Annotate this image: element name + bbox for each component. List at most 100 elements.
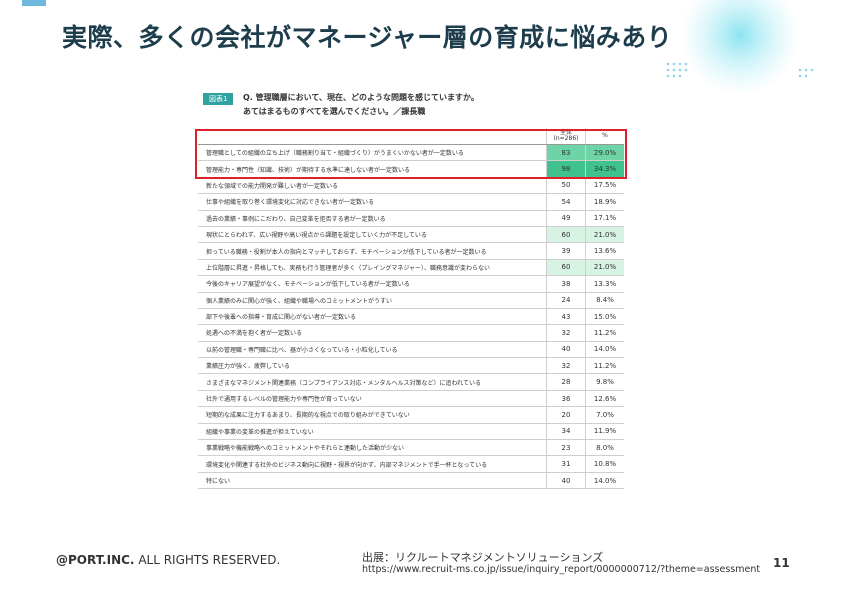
row-label: 管理能力・専門性（知識、技術）が期待する水準に達しない者が一定数いる	[198, 160, 547, 178]
count-cell: 49	[546, 210, 586, 227]
rights: ALL RIGHTS RESERVED.	[138, 553, 281, 567]
row-label: 処遇への不満を抱く者が一定数いる	[198, 324, 547, 342]
percent-cell: 21.0%	[585, 259, 624, 277]
percent-cell: 9.8%	[585, 373, 624, 391]
row-label: 短期的な成果に注力するあまり、長期的な視点での取り組みができていない	[198, 406, 547, 424]
table-row: 担っている職務・役割が本人の指向とマッチしておらず、モチベーションが低下している…	[198, 242, 624, 260]
percent-cell: 13.3%	[585, 275, 624, 293]
count-cell: 24	[546, 292, 586, 309]
count-cell: 60	[546, 259, 586, 277]
table-row: 業績圧力が強く、疲弊している 32 11.2%	[198, 357, 624, 375]
table-body: 全体 (n=286) % 管理職としての組織の立ち上げ（職務割り当て・組織づくり）…	[198, 128, 624, 490]
count-cell: 40	[546, 341, 586, 359]
question-line: Q. 管理職層において、現在、どのような問題を感じていますか。	[243, 93, 479, 102]
count-cell: 31	[546, 455, 586, 473]
row-label: 特にない	[198, 472, 547, 490]
percent-cell: 14.0%	[585, 472, 624, 490]
company: @PORT.INC.	[56, 553, 135, 567]
percent-cell: 11.2%	[585, 357, 624, 375]
decoration	[22, 0, 814, 95]
question-line: あてはまるものすべてを選んでください。／課長職	[243, 107, 426, 116]
table-row: 以前の管理職・専門職に比べ、器が小さくなっている・小粒化している 40 14.0%	[198, 341, 624, 359]
highlight-box	[195, 129, 627, 179]
count-cell: 60	[546, 226, 586, 244]
percent-cell: 21.0%	[585, 226, 624, 244]
percent-cell: 15.0%	[585, 308, 624, 326]
table-row: 個人業績のみに関心が強く、組織や職場へのコミットメントがうすい 24 8.4%	[198, 292, 624, 309]
row-label: 環境変化や関連する社外のビジネス動向に視野・視界が向かず、内部マネジメントで手一…	[198, 455, 547, 473]
percent-cell: 11.9%	[585, 423, 624, 441]
table-row: 事業戦略や機能戦略へのコミットメントやそれらと連動した活動が少ない 23 8.0%	[198, 439, 624, 457]
row-label: 新たな領域での能力開発が難しい者が一定数いる	[198, 177, 547, 195]
table-row: 上位階層に昇進・昇格しても、実務も行う管理者が多く（プレイングマネジャー）、職務…	[198, 259, 624, 277]
count-cell: 36	[546, 390, 586, 408]
percent-cell: 17.5%	[585, 177, 624, 195]
percent-cell: 34.3%	[585, 160, 624, 178]
row-label: 今後のキャリア展望がなく、モチベーションが低下している者が一定数いる	[198, 275, 547, 293]
header-text: 全体	[559, 129, 572, 136]
table-row: 短期的な成果に注力するあまり、長期的な視点での取り組みができていない 20 7.0%	[198, 406, 624, 424]
row-label: 事業戦略や機能戦略へのコミットメントやそれらと連動した活動が少ない	[198, 439, 547, 457]
table-row: 現状にとらわれず、広い視野や高い視点から課題を設定していく力が不足している 60 2…	[198, 226, 624, 244]
table-row: 処遇への不満を抱く者が一定数いる 32 11.2%	[198, 324, 624, 342]
percent-cell: 14.0%	[585, 341, 624, 359]
count-cell: 32	[546, 357, 586, 375]
table-row: 特にない 40 14.0%	[198, 472, 624, 490]
percent-cell: 18.9%	[585, 193, 624, 211]
count-cell: 34	[546, 423, 586, 441]
header-cell	[198, 128, 547, 145]
percent-cell: 12.6%	[585, 390, 624, 408]
percent-cell: 8.4%	[585, 292, 624, 309]
table-row: 今後のキャリア展望がなく、モチベーションが低下している者が一定数いる 38 13.3…	[198, 275, 624, 293]
row-label: 組織や事業の変革の推進が担えていない	[198, 423, 547, 441]
header-cell: %	[585, 128, 624, 145]
count-cell: 20	[546, 406, 586, 424]
source-url: https://www.recruit-ms.co.jp/issue/inqui…	[362, 564, 761, 575]
count-cell: 40	[546, 472, 586, 490]
row-label: さまざまなマネジメント関連業務（コンプライアンス対応・メンタルヘルス対策など）に…	[198, 373, 547, 391]
figure-label: 図表1	[203, 93, 234, 105]
table-row: 管理職としての組織の立ち上げ（職務割り当て・組織づくり）がうまくいかない者が一定…	[198, 144, 624, 162]
count-cell: 38	[546, 275, 586, 293]
source: 出展：リクルートマネジメントソリューションズ	[362, 551, 604, 564]
table-row: 管理能力・専門性（知識、技術）が期待する水準に達しない者が一定数いる 98 34.3…	[198, 160, 624, 178]
table-row: 仕事や組織を取り巻く環境変化に対応できない者が一定数いる 54 18.9%	[198, 193, 624, 211]
header-cell: 全体 (n=286)	[546, 128, 586, 145]
count-cell: 50	[546, 177, 586, 195]
count-cell: 43	[546, 308, 586, 326]
slide-title: 実際、多くの会社がマネージャー層の育成に悩みあり	[62, 23, 673, 52]
row-label: 現状にとらわれず、広い視野や高い視点から課題を設定していく力が不足している	[198, 226, 547, 244]
row-label: 管理職としての組織の立ち上げ（職務割り当て・組織づくり）がうまくいかない者が一定…	[198, 144, 547, 162]
table-row: 過去の業績・事例にこだわり、自己変革を拒否する者が一定数いる 49 17.1%	[198, 210, 624, 227]
table-row: さまざまなマネジメント関連業務（コンプライアンス対応・メンタルヘルス対策など）に…	[198, 373, 624, 391]
table-row: 部下や後輩への指導・育成に関心がない者が一定数いる 43 15.0%	[198, 308, 624, 326]
count-cell: 98	[546, 160, 586, 178]
row-label: 業績圧力が強く、疲弊している	[198, 357, 547, 375]
row-label: 担っている職務・役割が本人の指向とマッチしておらず、モチベーションが低下している…	[198, 242, 547, 260]
row-label: 以前の管理職・専門職に比べ、器が小さくなっている・小粒化している	[198, 341, 547, 359]
header-row: 全体 (n=286) %	[198, 128, 624, 145]
row-label: 仕事や組織を取り巻く環境変化に対応できない者が一定数いる	[198, 193, 547, 211]
count-cell: 83	[546, 144, 586, 162]
table-row: 新たな領域での能力開発が難しい者が一定数いる 50 17.5%	[198, 177, 624, 195]
header-text: (n=286)	[553, 135, 579, 142]
count-cell: 28	[546, 373, 586, 391]
count-cell: 39	[546, 242, 586, 260]
survey-table: 全体 (n=286) % 管理職としての組織の立ち上げ（職務割り当て・組織づくり）…	[198, 128, 624, 490]
table-row: 組織や事業の変革の推進が担えていない 34 11.9%	[198, 423, 624, 441]
percent-cell: 29.0%	[585, 144, 624, 162]
percent-cell: 13.6%	[585, 242, 624, 260]
page-number: 11	[773, 556, 790, 570]
percent-cell: 8.0%	[585, 439, 624, 457]
row-label: 社外で通用するレベルの管理能力や専門性が育っていない	[198, 390, 547, 408]
copyright: @PORT.INC. ALL RIGHTS RESERVED.	[56, 553, 280, 567]
row-label: 上位階層に昇進・昇格しても、実務も行う管理者が多く（プレイングマネジャー）、職務…	[198, 259, 547, 277]
table-row: 社外で通用するレベルの管理能力や専門性が育っていない 36 12.6%	[198, 390, 624, 408]
row-label: 個人業績のみに関心が強く、組織や職場へのコミットメントがうすい	[198, 292, 547, 309]
count-cell: 54	[546, 193, 586, 211]
count-cell: 32	[546, 324, 586, 342]
count-cell: 23	[546, 439, 586, 457]
row-label: 過去の業績・事例にこだわり、自己変革を拒否する者が一定数いる	[198, 210, 547, 227]
percent-cell: 10.8%	[585, 455, 624, 473]
